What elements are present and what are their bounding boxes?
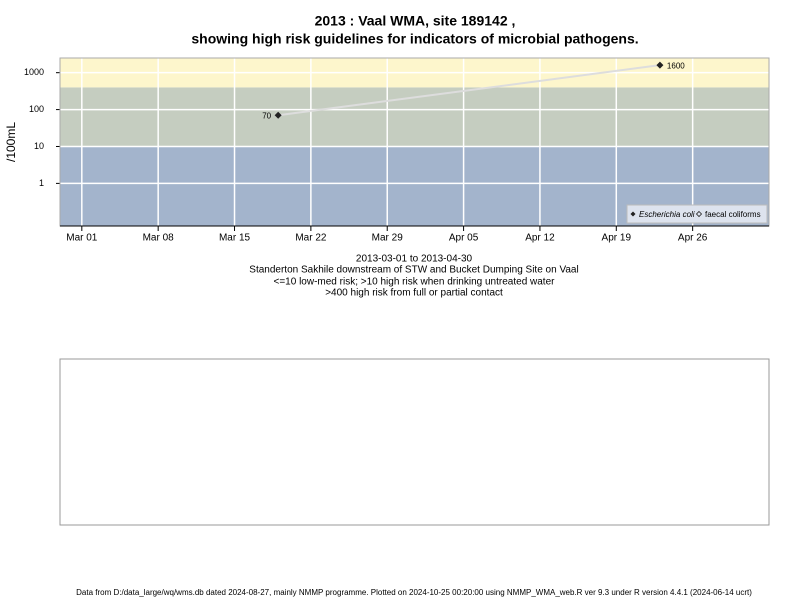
chart-title: showing high risk guidelines for indicat… (191, 31, 638, 47)
x-tick-label: Mar 15 (219, 233, 251, 244)
legend-label: faecal coliforms (705, 210, 761, 219)
risk-band (60, 87, 769, 147)
caption: >400 high risk from full or partial cont… (325, 288, 503, 299)
empty-panel (59, 358, 770, 526)
legend-symbol (695, 210, 703, 218)
y-tick-label: 1000 (24, 67, 44, 77)
x-tick-label: Mar 01 (66, 233, 98, 244)
series-line (278, 64, 661, 117)
y-tick-label: 100 (29, 104, 44, 114)
caption: 2013-03-01 to 2013-04-30 (356, 254, 473, 265)
x-tick-label: Mar 29 (372, 233, 404, 244)
legend-symbol (630, 211, 636, 217)
legend-label: Escherichia coli (639, 210, 695, 219)
x-tick-label: Mar 08 (143, 233, 175, 244)
data-point (656, 61, 664, 69)
x-tick-label: Apr 05 (449, 233, 479, 244)
data-label: 1600 (667, 61, 685, 70)
caption: Standerton Sakhile downstream of STW and… (249, 265, 578, 276)
data-label: 70 (262, 111, 271, 120)
x-tick-label: Apr 12 (525, 233, 555, 244)
x-tick-label: Mar 22 (295, 233, 327, 244)
legend: Escherichia coli faecal coliforms (626, 204, 768, 224)
footer: Data from D:/data_large/wq/wms.db dated … (76, 588, 752, 597)
x-tick-label: Apr 19 (602, 233, 632, 244)
y-tick-label: 1 (39, 178, 44, 188)
caption: <=10 low-med risk; >10 high risk when dr… (274, 277, 556, 288)
y-tick-label: 10 (34, 141, 44, 151)
data-point (274, 111, 282, 119)
chart-title: 2013 : Vaal WMA, site 189142 , (315, 13, 516, 29)
y-axis-label: /100mL (4, 122, 18, 162)
x-tick-label: Apr 26 (678, 233, 708, 244)
